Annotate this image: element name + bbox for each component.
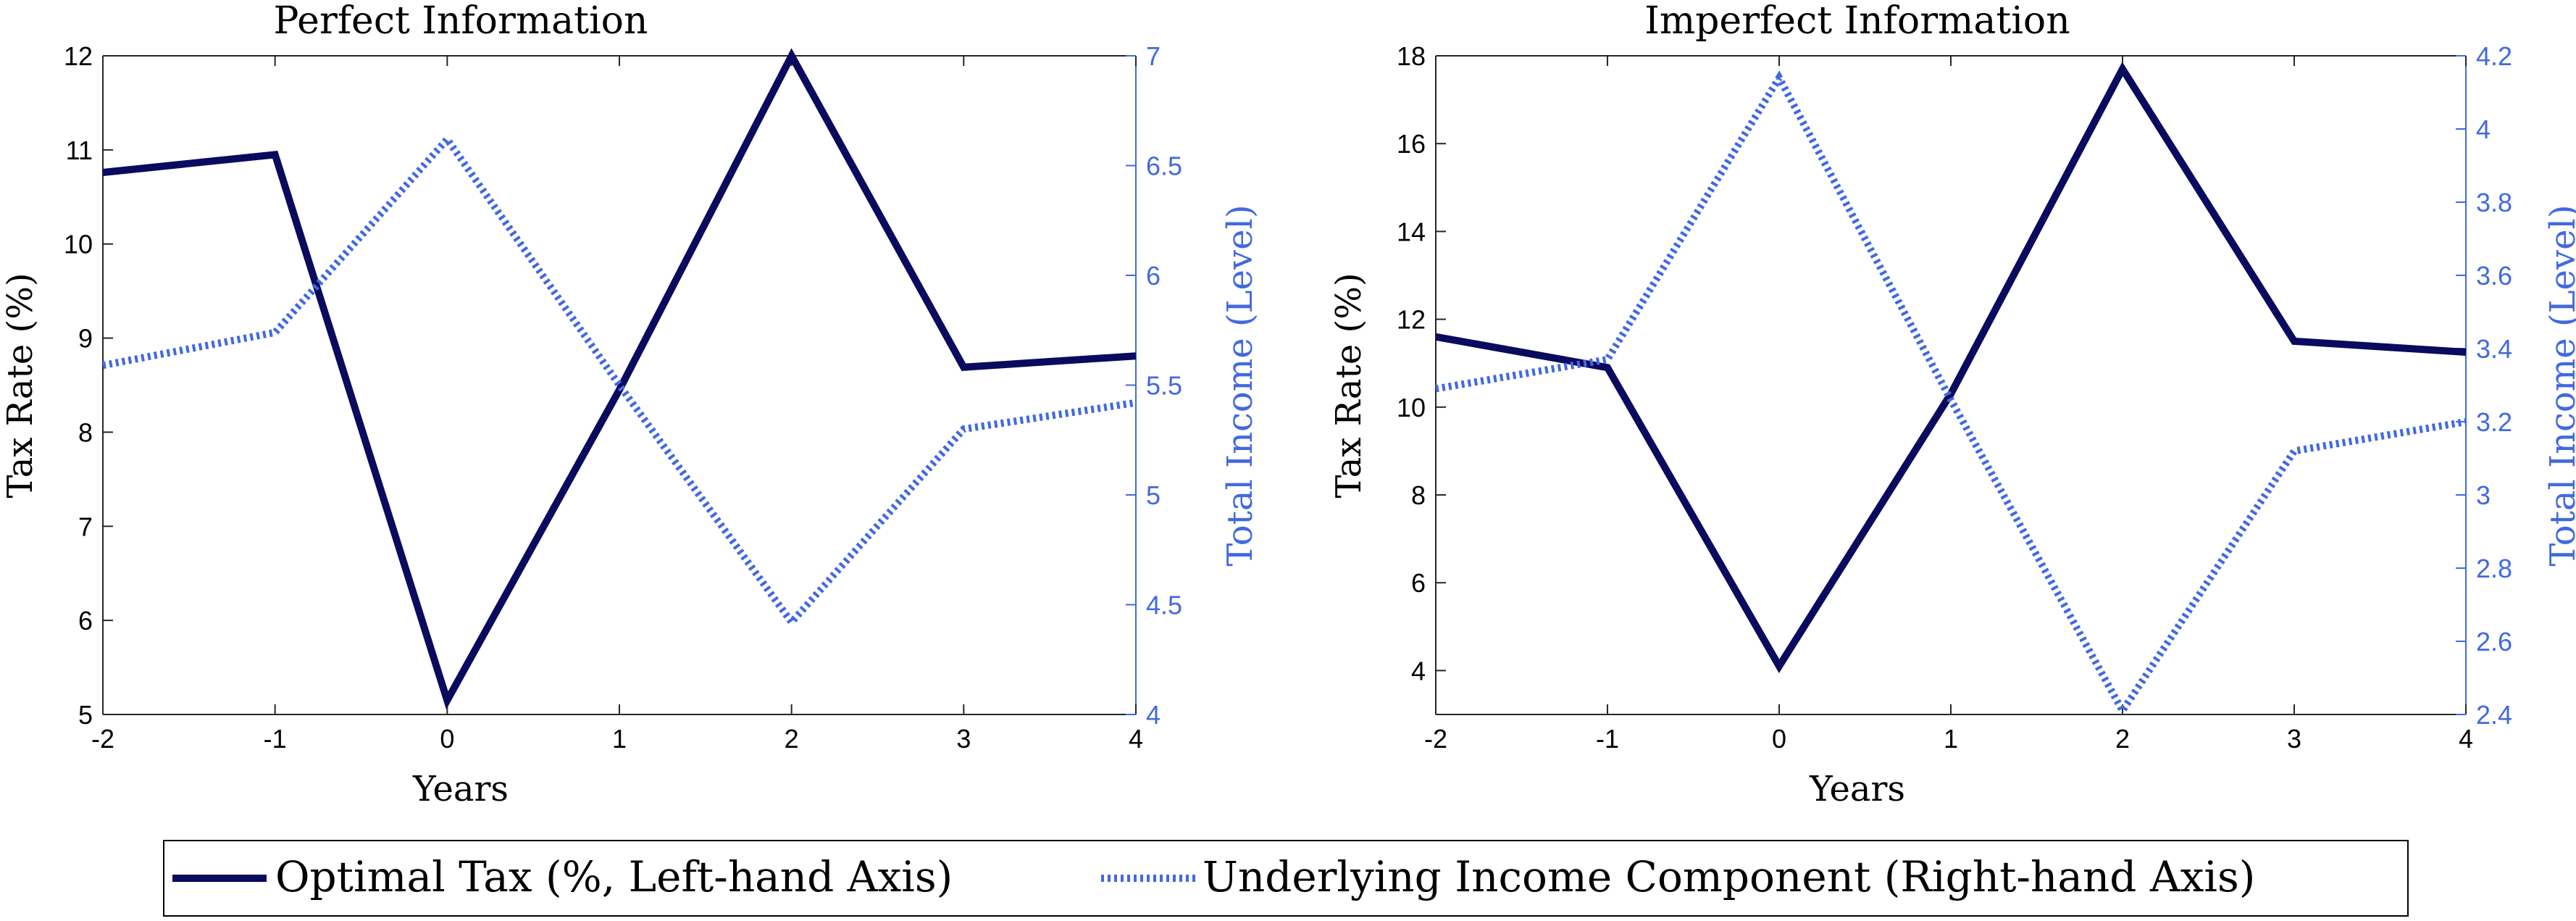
x-tick-label: 4 <box>1129 724 1143 754</box>
chart-title: Perfect Information <box>274 0 648 43</box>
y-tick-label-right: 6 <box>1146 261 1161 291</box>
y-tick-label-right: 2.4 <box>2476 700 2512 730</box>
y-axis-label-left: Tax Rate (%) <box>1329 272 1369 498</box>
x-tick-label: 0 <box>1772 724 1786 754</box>
x-tick-label: -2 <box>91 724 114 754</box>
y-tick-label-right: 3.8 <box>2476 188 2512 217</box>
y-tick-label-right: 4 <box>2476 114 2491 144</box>
y-tick-label-left: 11 <box>66 136 93 165</box>
series-line-underlying-income <box>102 133 1137 628</box>
x-tick-label: 1 <box>1944 724 1958 754</box>
y-tick-label-left: 10 <box>64 230 93 259</box>
y-tick-label-left: 14 <box>1397 217 1426 246</box>
series-line-underlying-income <box>1435 70 2467 718</box>
y-tick-label-left: 8 <box>1411 480 1426 510</box>
y-tick-label-left: 10 <box>1397 393 1426 422</box>
x-axis-label: Years <box>1809 769 1905 809</box>
y-tick-label-left: 4 <box>1411 656 1426 685</box>
y-axis-label-left: Tax Rate (%) <box>0 272 41 498</box>
y-tick-label-left: 12 <box>64 41 93 71</box>
x-tick-label: 2 <box>2115 724 2130 754</box>
legend-box <box>163 840 2409 917</box>
x-tick-label: 4 <box>2459 724 2473 754</box>
legend-label-underlying-income: Underlying Income Component (Right-hand … <box>1203 852 2255 901</box>
x-tick-label: -1 <box>1596 724 1619 754</box>
y-tick-label-left: 9 <box>78 324 93 354</box>
y-tick-label-right: 3.4 <box>2476 334 2512 364</box>
x-tick-label: 3 <box>956 724 971 754</box>
y-tick-label-left: 7 <box>78 512 93 541</box>
y-tick-label-left: 18 <box>1397 41 1426 71</box>
y-tick-label-right: 4.5 <box>1146 591 1182 620</box>
y-tick-label-right: 3 <box>2476 480 2491 510</box>
legend: Optimal Tax (%, Left-hand Axis) Underlyi… <box>163 840 2409 917</box>
y-tick-label-right: 5 <box>1146 480 1161 510</box>
x-tick-label: -2 <box>1424 724 1447 754</box>
x-tick-label: -1 <box>264 724 287 754</box>
chart-title: Imperfect Information <box>1644 0 2070 43</box>
series-line-optimal-tax <box>102 48 1137 710</box>
y-tick-label-left: 6 <box>78 606 93 635</box>
y-tick-label-right: 7 <box>1146 41 1161 71</box>
y-tick-label-right: 3.6 <box>2476 261 2512 291</box>
y-tick-label-right: 2.8 <box>2476 554 2512 583</box>
y-tick-label-right: 6.5 <box>1146 151 1182 181</box>
x-tick-label: 1 <box>612 724 627 754</box>
y-axis-label-right: Total Income (Level) <box>1220 204 1260 566</box>
y-tick-label-right: 4.2 <box>2476 41 2512 71</box>
y-tick-label-right: 2.6 <box>2476 627 2512 657</box>
chart-imperfect-information: Imperfect Information Years Tax Rate (%)… <box>1329 0 2576 809</box>
x-tick-label: 0 <box>440 724 454 754</box>
y-tick-label-left: 5 <box>78 700 93 730</box>
legend-label-optimal-tax: Optimal Tax (%, Left-hand Axis) <box>275 852 953 901</box>
y-tick-label-right: 3.2 <box>2476 407 2512 437</box>
y-tick-label-left: 16 <box>1397 129 1426 159</box>
y-tick-label-right: 5.5 <box>1146 371 1182 401</box>
y-axis-label-right: Total Income (Level) <box>2543 204 2576 566</box>
chart-perfect-information: Perfect Information Years Tax Rate (%) T… <box>0 0 1260 809</box>
x-tick-label: 2 <box>785 724 799 754</box>
y-tick-label-left: 8 <box>78 417 93 447</box>
y-tick-label-right: 4 <box>1146 700 1161 730</box>
series-line-optimal-tax <box>1435 62 2467 673</box>
y-tick-label-left: 12 <box>1397 305 1426 335</box>
x-tick-label: 3 <box>2287 724 2301 754</box>
x-axis-label: Years <box>412 769 509 809</box>
y-tick-label-left: 6 <box>1411 568 1426 598</box>
